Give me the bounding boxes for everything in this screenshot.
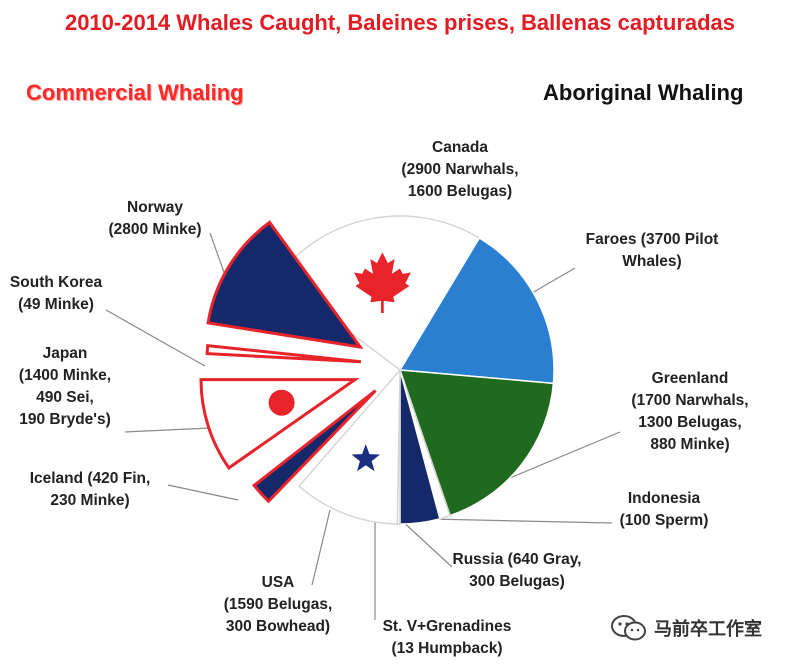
leader-iceland [167, 484, 239, 501]
label-russia: Russia (640 Gray, 300 Belugas) [453, 551, 582, 590]
label-line: Faroes (3700 Pilot [586, 231, 719, 248]
slice-labels: Canada (2900 Narwhals, 1600 Belugas) Faroes… [10, 139, 749, 657]
label-line: South Korea [10, 274, 103, 291]
label-line: (1700 Narwhals, [631, 392, 748, 409]
label-line: St. V+Grenadines [383, 618, 512, 635]
slice-iceland [251, 389, 377, 504]
slice-japan [199, 378, 360, 470]
aboriginal-whaling-heading: Aboriginal Whaling [543, 80, 744, 105]
label-line: (2800 Minke) [108, 221, 201, 238]
watermark: 马前卒工作室 [610, 612, 762, 644]
label-line: 1300 Belugas, [638, 414, 741, 431]
label-line: Indonesia [628, 490, 701, 507]
canada-maple-leaf-icon [354, 252, 411, 314]
slice-south-korea [205, 343, 362, 364]
leader-indonesia [429, 518, 613, 524]
label-indonesia: Indonesia (100 Sperm) [620, 490, 709, 529]
label-line: (100 Sperm) [620, 512, 709, 529]
leader-south-korea [105, 309, 206, 367]
label-south-korea: South Korea (49 Minke) [10, 274, 103, 313]
label-line: Canada [432, 139, 488, 156]
leader-norway [209, 232, 226, 276]
label-line: (49 Minke) [18, 296, 94, 313]
label-line: 300 Bowhead) [226, 618, 330, 635]
label-line: Iceland (420 Fin, [30, 470, 151, 487]
commercial-whaling-heading: Commercial Whaling [26, 80, 244, 105]
slice-faroes [398, 236, 555, 385]
label-line: (2900 Narwhals, [401, 161, 518, 178]
maple-leaf-shape [354, 252, 411, 314]
label-norway: Norway (2800 Minke) [108, 199, 201, 238]
slice-usa [297, 367, 401, 525]
label-greenland: Greenland (1700 Narwhals, 1300 Belugas, 880… [631, 370, 748, 453]
watermark-text: 马前卒工作室 [654, 619, 762, 639]
label-line: 490 Sei, [36, 389, 94, 406]
label-line: Greenland [652, 370, 729, 387]
label-line: (1400 Minke, [19, 367, 111, 384]
leader-japan [124, 427, 211, 433]
leader-usa [311, 509, 331, 586]
label-line: Whales) [622, 253, 681, 270]
usa-star-icon [351, 444, 380, 472]
label-iceland: Iceland (420 Fin, 230 Minke) [30, 470, 151, 509]
leader-lines [105, 232, 621, 620]
label-st-v-grenadines: St. V+Grenadines (13 Humpback) [383, 618, 512, 657]
label-line: 230 Minke) [50, 492, 129, 509]
leader-greenland [504, 431, 621, 481]
label-line: 300 Belugas) [469, 573, 565, 590]
chart-title: 2010-2014 Whales Caught, Baleines prises… [64, 10, 736, 35]
slice-norway [206, 220, 364, 350]
wechat-icon [611, 615, 646, 641]
label-japan: Japan (1400 Minke, 490 Sei, 190 Bryde's) [19, 345, 111, 428]
label-line: Russia (640 Gray, [453, 551, 582, 568]
label-line: 1600 Belugas) [408, 183, 512, 200]
leader-russia [399, 518, 453, 568]
pie-slices [199, 215, 555, 525]
label-line: Norway [127, 199, 183, 216]
label-line: USA [262, 574, 295, 591]
label-faroes: Faroes (3700 Pilot Whales) [586, 231, 719, 270]
label-line: (1590 Belugas, [224, 596, 333, 613]
label-line: Japan [43, 345, 88, 362]
label-line: 190 Bryde's) [19, 411, 111, 428]
japan-flag-disc-icon [268, 389, 295, 416]
label-line: 880 Minke) [650, 436, 729, 453]
label-line: (13 Humpback) [391, 640, 502, 657]
label-usa: USA (1590 Belugas, 300 Bowhead) [224, 574, 333, 635]
label-canada: Canada (2900 Narwhals, 1600 Belugas) [401, 139, 518, 200]
